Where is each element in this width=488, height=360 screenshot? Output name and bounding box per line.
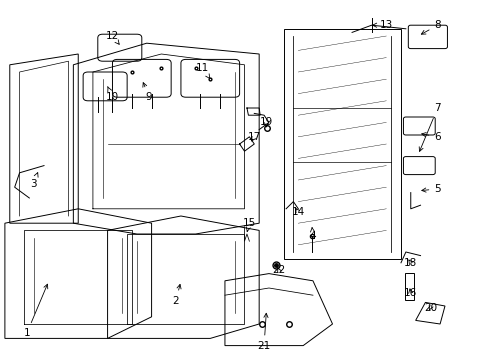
Text: 17: 17 [247,132,261,142]
Text: 13: 13 [372,20,392,30]
Text: 16: 16 [403,288,417,298]
Text: 22: 22 [271,265,285,275]
Text: 5: 5 [421,184,440,194]
Text: 7: 7 [418,103,440,152]
Text: 21: 21 [257,313,270,351]
Text: 1: 1 [23,284,48,338]
Text: 2: 2 [172,284,181,306]
Text: 4: 4 [309,228,316,241]
Text: 9: 9 [142,83,152,102]
Text: 20: 20 [423,303,436,313]
Text: 18: 18 [403,258,417,268]
Text: 15: 15 [242,218,256,231]
Text: 14: 14 [291,207,305,217]
Text: 8: 8 [421,20,440,34]
Text: 19: 19 [259,117,273,127]
Text: 3: 3 [30,172,38,189]
Text: 6: 6 [421,132,440,142]
Text: 12: 12 [105,31,119,44]
Text: 11: 11 [196,63,209,78]
Text: 10: 10 [106,87,119,102]
